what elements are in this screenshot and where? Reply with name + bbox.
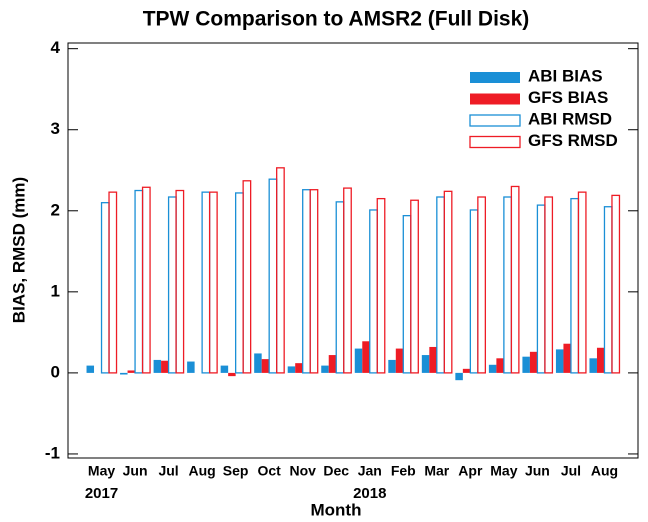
legend-swatch bbox=[470, 93, 520, 105]
bar bbox=[570, 197, 580, 374]
legend-label: GFS RMSD bbox=[528, 131, 618, 150]
bar bbox=[175, 189, 185, 374]
bar bbox=[141, 186, 151, 374]
bar bbox=[321, 365, 329, 373]
bar bbox=[261, 359, 270, 373]
x-tick-label: Oct bbox=[258, 463, 282, 479]
bar bbox=[167, 196, 177, 374]
year-label: 2018 bbox=[353, 485, 386, 502]
bar bbox=[287, 366, 296, 373]
bar bbox=[295, 363, 303, 373]
bar bbox=[555, 349, 564, 373]
legend-label: GFS BIAS bbox=[528, 88, 608, 107]
bar bbox=[429, 346, 437, 373]
x-tick-label: Nov bbox=[289, 463, 316, 479]
bar bbox=[161, 360, 169, 373]
bar bbox=[603, 206, 613, 374]
bar bbox=[328, 355, 337, 373]
y-axis-label: BIAS, RMSD (mm) bbox=[9, 177, 28, 323]
bar bbox=[477, 196, 487, 374]
bar bbox=[436, 196, 445, 374]
bar bbox=[503, 196, 513, 374]
y-tick-label: 0 bbox=[51, 362, 60, 381]
x-tick-label: Sep bbox=[223, 463, 249, 479]
x-tick-label: Dec bbox=[323, 463, 349, 479]
bar bbox=[127, 370, 136, 373]
year-label: 2017 bbox=[85, 485, 118, 502]
bar bbox=[462, 368, 471, 373]
bar bbox=[469, 209, 479, 374]
x-tick-label: Jun bbox=[525, 463, 550, 479]
bar bbox=[522, 356, 530, 373]
bar bbox=[443, 190, 453, 374]
bar bbox=[529, 351, 538, 373]
bar bbox=[376, 197, 386, 374]
x-tick-label: Jul bbox=[561, 463, 581, 479]
y-tick-label: 2 bbox=[51, 200, 60, 219]
x-tick-label: Jul bbox=[158, 463, 178, 479]
bar bbox=[208, 191, 218, 374]
bar bbox=[354, 348, 363, 373]
bar bbox=[563, 343, 571, 373]
x-tick-label: Mar bbox=[424, 463, 449, 479]
legend-label: ABI BIAS bbox=[528, 66, 603, 85]
y-tick-label: 1 bbox=[51, 281, 60, 300]
bar bbox=[510, 185, 520, 374]
bar bbox=[343, 187, 352, 374]
y-tick-label: 4 bbox=[51, 38, 61, 57]
bar bbox=[100, 202, 110, 374]
x-tick-label: May bbox=[490, 463, 517, 479]
bar bbox=[254, 353, 262, 373]
x-tick-label: Jan bbox=[358, 463, 382, 479]
bar bbox=[86, 365, 95, 373]
bar bbox=[220, 365, 229, 373]
bar bbox=[234, 192, 244, 374]
y-tick-label: 3 bbox=[51, 119, 60, 138]
bar bbox=[242, 180, 252, 374]
bar bbox=[395, 348, 404, 373]
x-tick-label: May bbox=[88, 463, 115, 479]
legend-swatch bbox=[469, 135, 521, 149]
bar bbox=[108, 191, 118, 374]
x-tick-label: Aug bbox=[591, 463, 618, 479]
y-tick-label: -1 bbox=[45, 443, 60, 462]
plot-frame bbox=[67, 42, 639, 459]
legend-swatch bbox=[470, 72, 520, 83]
bar bbox=[276, 167, 285, 374]
bar bbox=[134, 189, 144, 374]
bar bbox=[455, 372, 463, 381]
bar bbox=[302, 189, 311, 374]
bar bbox=[421, 355, 430, 373]
bar bbox=[402, 214, 412, 374]
bar bbox=[577, 191, 587, 374]
bar bbox=[268, 178, 278, 374]
x-tick-label: Feb bbox=[391, 463, 416, 479]
chart-title: TPW Comparison to AMSR2 (Full Disk) bbox=[143, 8, 530, 31]
bar bbox=[362, 341, 370, 373]
bar bbox=[201, 191, 211, 374]
bar bbox=[153, 359, 162, 373]
bar bbox=[335, 201, 345, 374]
bar bbox=[410, 199, 419, 374]
bar bbox=[496, 358, 504, 373]
x-tick-label: Apr bbox=[458, 463, 483, 479]
legend-label: ABI RMSD bbox=[528, 109, 612, 128]
bar bbox=[187, 361, 195, 373]
bar bbox=[544, 196, 554, 374]
bar bbox=[596, 347, 605, 373]
bar bbox=[589, 358, 597, 373]
bar bbox=[120, 372, 128, 375]
bar bbox=[369, 209, 378, 374]
bar bbox=[309, 189, 319, 374]
x-tick-label: Aug bbox=[189, 463, 216, 479]
bar bbox=[611, 194, 621, 374]
x-axis-label: Month bbox=[311, 500, 362, 519]
bar bbox=[388, 359, 396, 373]
bar bbox=[536, 204, 546, 374]
bar bbox=[228, 372, 236, 377]
x-tick-label: Jun bbox=[123, 463, 148, 479]
bar bbox=[488, 364, 497, 373]
legend-swatch bbox=[469, 114, 521, 127]
